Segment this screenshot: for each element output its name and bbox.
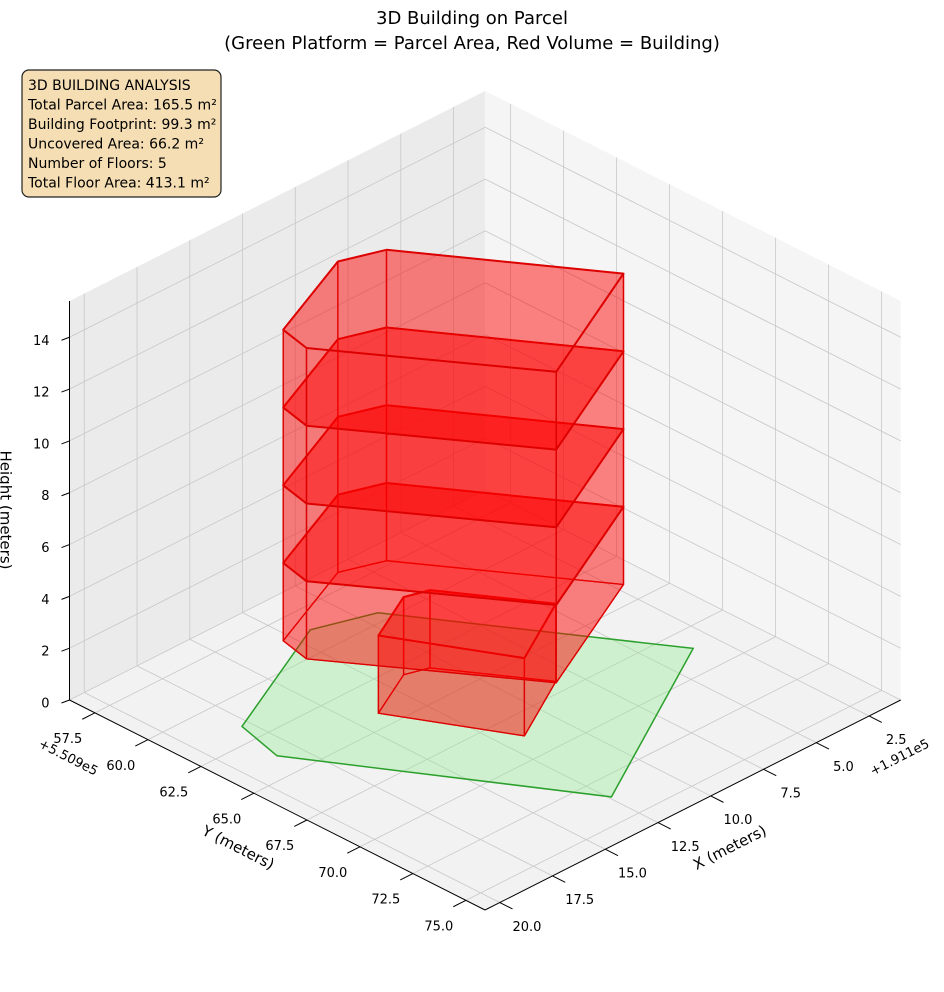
z-tick-label: 2 bbox=[41, 645, 49, 660]
chart-title: 3D Building on Parcel bbox=[376, 8, 568, 29]
x-tick bbox=[816, 742, 830, 750]
grid-line bbox=[69, 178, 486, 390]
z-tick-label: 4 bbox=[41, 593, 49, 608]
grid-line bbox=[359, 636, 776, 848]
x-tick-label: 7.5 bbox=[780, 787, 801, 802]
z-tick bbox=[61, 647, 70, 652]
z-tick bbox=[61, 388, 70, 393]
x-tick-label: 5.0 bbox=[833, 760, 854, 775]
grid-line bbox=[136, 665, 553, 877]
grid-line bbox=[453, 505, 870, 717]
y-tick-label: 70.0 bbox=[318, 866, 347, 881]
y-tick-label: 75.0 bbox=[424, 920, 453, 935]
grid-line bbox=[485, 126, 901, 338]
back-pane-right bbox=[485, 91, 901, 700]
chart-subtitle: (Green Platform = Parcel Area, Red Volum… bbox=[224, 33, 720, 54]
y-tick-label: 57.5 bbox=[53, 732, 82, 747]
y-tick bbox=[294, 819, 308, 827]
parcel bbox=[240, 612, 695, 798]
plot-area bbox=[61, 91, 901, 911]
grid-line bbox=[485, 437, 901, 649]
z-tick bbox=[61, 492, 70, 497]
annotation-line: Building Footprint: 99.3 m² bbox=[28, 117, 216, 133]
annotation-line: 3D BUILDING ANALYSIS bbox=[28, 78, 191, 94]
y-tick-label: 65.0 bbox=[212, 812, 241, 827]
z-tick-label: 14 bbox=[33, 334, 50, 349]
x-tick bbox=[605, 848, 619, 857]
y-tick bbox=[135, 739, 149, 747]
y-tick bbox=[188, 765, 202, 774]
annotation-line: Uncovered Area: 66.2 m² bbox=[28, 137, 204, 153]
grid-line bbox=[485, 489, 901, 701]
grid-line bbox=[306, 609, 723, 821]
y-tick bbox=[453, 899, 467, 908]
x-axis-label: X (meters) bbox=[690, 821, 769, 873]
annotation-line: Number of Floors: 5 bbox=[28, 156, 167, 172]
grid-line bbox=[84, 692, 500, 903]
y-tick-label: 72.5 bbox=[371, 893, 400, 908]
x-axis-line bbox=[484, 699, 901, 911]
x-tick bbox=[763, 768, 777, 777]
x-tick bbox=[657, 822, 671, 830]
grid-line bbox=[412, 663, 829, 874]
x-tick bbox=[499, 902, 513, 910]
x-tick bbox=[868, 715, 882, 723]
y-tick-label: 60.0 bbox=[106, 759, 135, 774]
grid-line bbox=[295, 585, 711, 797]
grid-line bbox=[242, 612, 659, 823]
y-tick bbox=[347, 846, 361, 854]
grid-line bbox=[400, 532, 817, 743]
x-tick-label: 17.5 bbox=[565, 893, 594, 908]
grid-line bbox=[69, 282, 486, 494]
y-axis-line bbox=[69, 699, 486, 911]
grid-line bbox=[69, 126, 486, 338]
y-tick bbox=[82, 712, 96, 720]
x-tick-label: 2.5 bbox=[886, 733, 907, 748]
annotation-line: Total Parcel Area: 165.5 m² bbox=[27, 98, 217, 114]
x-tick-label: 10.0 bbox=[724, 813, 753, 828]
y-tick-label: 67.5 bbox=[265, 839, 294, 854]
x-tick-label: 12.5 bbox=[671, 840, 700, 855]
annotation-background bbox=[21, 69, 222, 198]
grid-line bbox=[147, 529, 564, 740]
grid-line bbox=[69, 437, 486, 649]
z-tick-label: 0 bbox=[41, 697, 49, 712]
grid-line bbox=[485, 334, 901, 545]
y-tick bbox=[241, 792, 255, 801]
grid-line bbox=[465, 690, 882, 901]
y-tick bbox=[400, 873, 414, 881]
z-tick bbox=[61, 544, 70, 549]
z-tick-label: 8 bbox=[41, 489, 49, 504]
grid-line bbox=[69, 230, 486, 442]
y-tick-label: 62.5 bbox=[159, 786, 188, 801]
grid-line bbox=[189, 638, 606, 850]
x-tick-label: 20.0 bbox=[512, 920, 541, 935]
x-tick bbox=[710, 795, 724, 803]
z-tick bbox=[61, 336, 70, 341]
grid-line bbox=[94, 502, 511, 714]
grid-line bbox=[69, 489, 486, 701]
annotation-line: Total Floor Area: 413.1 m² bbox=[27, 176, 210, 192]
back-pane-left bbox=[69, 91, 486, 700]
z-tick bbox=[61, 595, 70, 600]
x-tick-label: 15.0 bbox=[618, 866, 647, 881]
z-tick-label: 6 bbox=[41, 541, 49, 556]
grid-line bbox=[485, 178, 901, 390]
z-axis-label: Height (meters) bbox=[0, 451, 15, 570]
floor-top bbox=[377, 589, 557, 660]
z-tick-label: 10 bbox=[33, 437, 50, 452]
z-tick bbox=[61, 699, 70, 704]
floor-top bbox=[282, 248, 625, 373]
z-tick bbox=[61, 440, 70, 445]
annotation-box: 3D BUILDING ANALYSIS Total Parcel Area: 1… bbox=[21, 69, 222, 198]
grid-line bbox=[200, 556, 617, 767]
grid-line bbox=[485, 282, 901, 494]
z-tick-label: 12 bbox=[33, 386, 50, 401]
x-tick bbox=[552, 875, 566, 883]
grid-line bbox=[69, 334, 486, 545]
grid-line bbox=[69, 386, 486, 597]
